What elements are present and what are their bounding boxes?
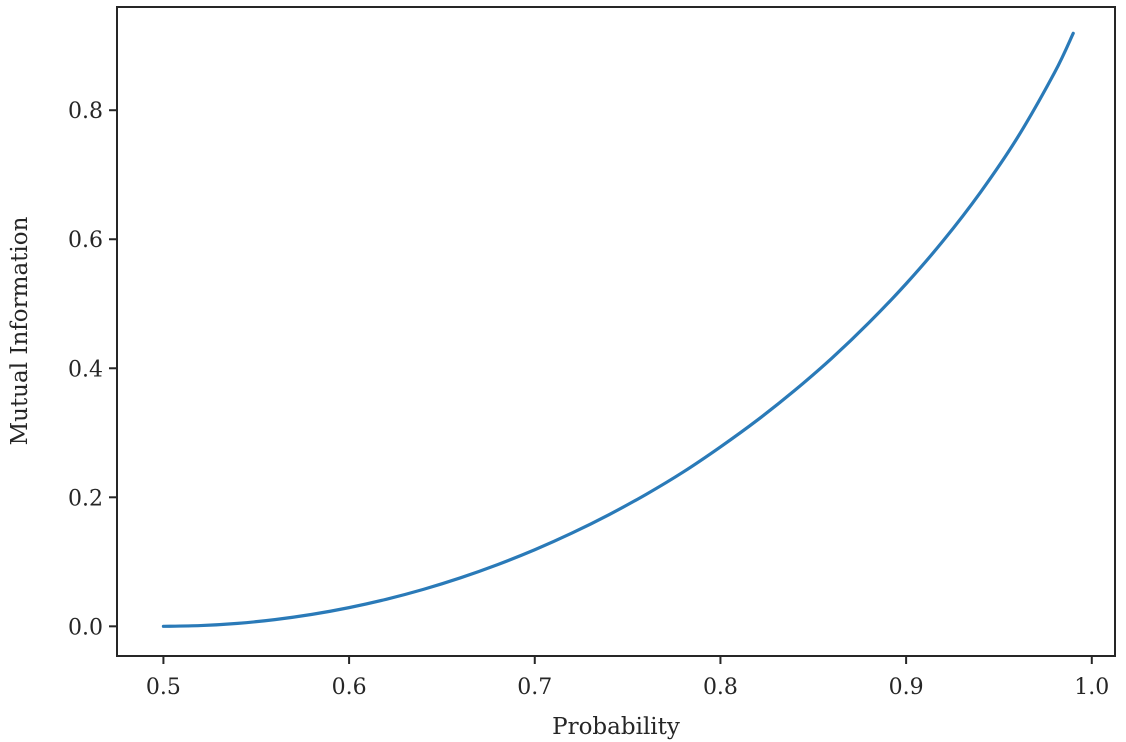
x-tick-label: 0.6	[332, 675, 367, 700]
y-tick-label: 0.4	[68, 357, 103, 382]
axis-ticks	[109, 109, 1093, 664]
y-tick-labels: 0.0 0.2 0.4 0.6 0.8	[68, 99, 103, 640]
x-tick-label: 0.8	[703, 675, 738, 700]
x-axis-label: Probability	[552, 714, 680, 740]
y-axis-label: Mutual Information	[7, 216, 33, 445]
y-tick-label: 0.8	[68, 99, 103, 124]
y-tick-label: 0.6	[68, 228, 103, 253]
x-tick-label: 1.0	[1074, 675, 1109, 700]
y-tick-label: 0.2	[68, 486, 103, 511]
x-tick-label: 0.7	[517, 675, 552, 700]
plot-frame	[116, 6, 1116, 657]
x-tick-label: 0.9	[889, 675, 924, 700]
x-tick-label: 0.5	[146, 675, 181, 700]
y-tick-label: 0.0	[68, 615, 103, 640]
x-tick-labels: 0.5 0.6 0.7 0.8 0.9 1.0	[146, 675, 1109, 700]
series-line	[161, 31, 1075, 628]
